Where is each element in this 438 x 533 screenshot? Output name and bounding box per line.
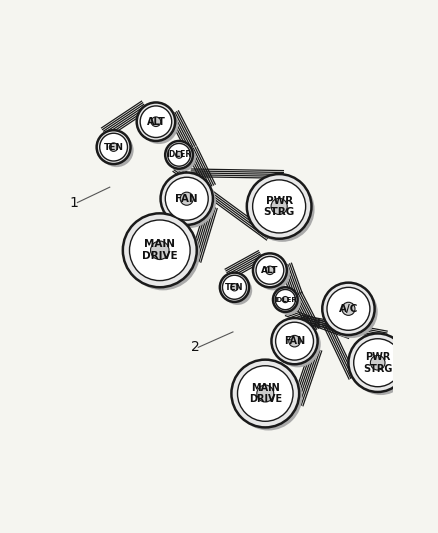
Circle shape	[352, 336, 410, 395]
Circle shape	[371, 356, 385, 370]
Circle shape	[234, 363, 302, 431]
Circle shape	[250, 177, 314, 242]
Text: A/C: A/C	[339, 304, 358, 314]
Text: PWR
STRG: PWR STRG	[363, 352, 392, 374]
Circle shape	[161, 173, 213, 225]
Text: FAN: FAN	[176, 193, 198, 204]
Circle shape	[97, 130, 131, 164]
Circle shape	[289, 335, 300, 347]
Text: ALT: ALT	[146, 117, 166, 127]
Circle shape	[140, 106, 172, 138]
Circle shape	[137, 102, 175, 141]
Circle shape	[168, 143, 191, 166]
Circle shape	[266, 266, 274, 274]
Text: FAN: FAN	[284, 336, 305, 346]
Circle shape	[176, 151, 183, 158]
Circle shape	[165, 177, 208, 220]
Circle shape	[100, 133, 127, 161]
Circle shape	[237, 366, 293, 421]
Circle shape	[322, 282, 374, 335]
Text: 2: 2	[191, 340, 199, 354]
Circle shape	[165, 141, 193, 168]
Circle shape	[253, 180, 306, 233]
Circle shape	[327, 287, 370, 330]
Circle shape	[256, 256, 284, 284]
Circle shape	[253, 253, 287, 287]
Circle shape	[325, 286, 378, 338]
Circle shape	[223, 276, 252, 305]
Circle shape	[110, 143, 118, 151]
Circle shape	[271, 198, 287, 214]
Text: TEN: TEN	[225, 283, 244, 292]
Circle shape	[100, 133, 134, 167]
Circle shape	[275, 321, 321, 367]
Text: IDLER: IDLER	[274, 296, 297, 303]
Circle shape	[123, 213, 197, 287]
Circle shape	[231, 360, 299, 427]
Text: MAIN
DRIVE: MAIN DRIVE	[142, 239, 177, 261]
Circle shape	[275, 289, 295, 310]
Circle shape	[151, 117, 161, 126]
Circle shape	[223, 275, 247, 299]
Text: ALT: ALT	[261, 266, 279, 275]
Circle shape	[276, 322, 314, 360]
Circle shape	[168, 144, 196, 172]
Circle shape	[257, 385, 274, 402]
Circle shape	[151, 241, 169, 260]
Circle shape	[126, 216, 200, 290]
Circle shape	[256, 256, 290, 290]
Text: PWR
STRG: PWR STRG	[264, 196, 295, 217]
Circle shape	[130, 220, 190, 280]
Circle shape	[342, 302, 355, 316]
Text: TEN: TEN	[104, 143, 124, 151]
Text: IDLER: IDLER	[166, 150, 192, 159]
Circle shape	[273, 287, 298, 312]
Circle shape	[354, 339, 402, 387]
Circle shape	[247, 174, 311, 239]
Circle shape	[164, 175, 216, 228]
Circle shape	[220, 273, 249, 302]
Circle shape	[140, 106, 178, 144]
Circle shape	[231, 284, 238, 291]
Text: 1: 1	[70, 196, 78, 209]
Circle shape	[180, 192, 193, 205]
Circle shape	[272, 318, 318, 364]
Circle shape	[276, 290, 301, 315]
Circle shape	[282, 296, 288, 303]
Text: MAIN
DRIVE: MAIN DRIVE	[249, 383, 282, 405]
Circle shape	[349, 334, 407, 392]
